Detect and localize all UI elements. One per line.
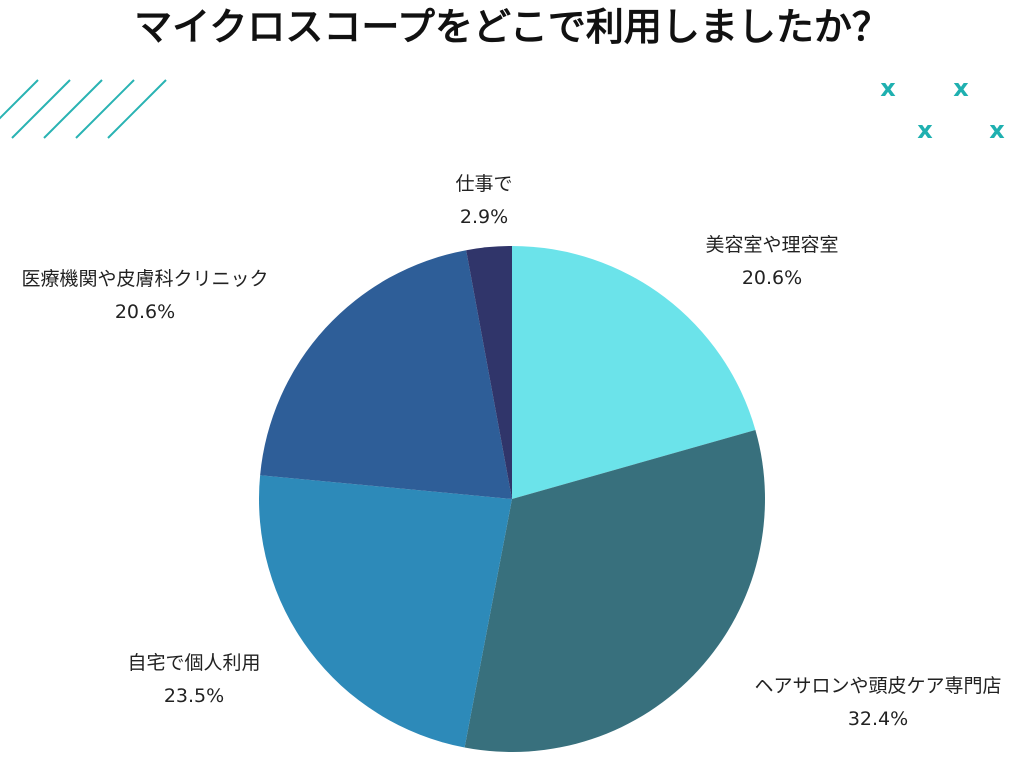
pie-slice xyxy=(260,250,512,499)
slice-name-label: 医療機関や皮膚科クリニック xyxy=(21,268,268,290)
decoration-x-mark: x xyxy=(880,74,896,102)
chart-title: マイクロスコープをどこで利用しましたか？ xyxy=(134,5,890,49)
decoration-stripe xyxy=(0,79,39,120)
slice-value-label: 2.9% xyxy=(460,206,508,228)
pie-slice xyxy=(464,429,766,753)
decoration-stripe xyxy=(11,79,71,139)
pie-slice xyxy=(259,475,512,748)
slice-value-label: 23.5% xyxy=(164,685,224,707)
decoration-x-marks: x xx x xyxy=(880,74,1005,144)
slice-name-label: 自宅で個人利用 xyxy=(127,652,260,674)
slice-name-label: 美容室や理容室 xyxy=(705,234,838,256)
slice-value-label: 20.6% xyxy=(115,301,175,323)
pie-slice xyxy=(512,246,756,499)
pie-slices xyxy=(259,246,766,753)
pie-labels: 美容室や理容室 20.6% ヘアサロンや頭皮ケア専門店 32.4% 自宅で個人利用 23.… xyxy=(21,173,1001,730)
slice-name-label: 仕事で xyxy=(455,173,512,195)
decoration-x-mark: x xyxy=(917,116,933,144)
slice-name-label: ヘアサロンや頭皮ケア専門店 xyxy=(754,675,1001,697)
slice-value-label: 32.4% xyxy=(848,708,908,730)
pie-slice xyxy=(466,246,512,499)
decoration-stripe xyxy=(107,79,167,139)
decoration-x-mark: x xyxy=(989,116,1005,144)
decoration-x-mark: x xyxy=(953,74,969,102)
decoration-stripe xyxy=(43,79,103,139)
decoration-stripe xyxy=(75,79,135,139)
slice-value-label: 20.6% xyxy=(742,267,802,289)
decoration-stripes xyxy=(0,79,167,139)
